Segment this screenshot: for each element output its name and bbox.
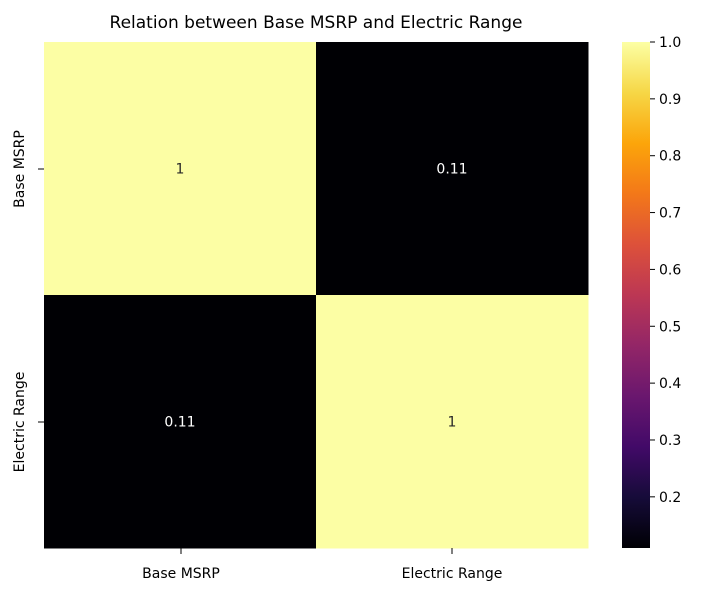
colorbar-tick-label-3: 0.7 [659,206,681,222]
x-axis: Base MSRP Electric Range [142,548,502,582]
heatmap-cells [44,42,589,549]
heatmap-cell-1-1 [316,295,589,549]
heatmap-annotation-0-0: 1 [176,162,185,178]
heatmap-annotation-1-1: 1 [448,415,457,431]
chart-title: Relation between Base MSRP and Electric … [110,13,523,33]
colorbar-tick-label-4: 0.6 [659,262,681,278]
y-tick-label-0: Base MSRP [12,130,28,208]
heatmap-annotation-1-0: 0.11 [164,415,195,431]
colorbar-tick-label-0: 1.0 [659,35,681,51]
heatmap-cell-1-0 [44,295,317,549]
colorbar-tick-label-8: 0.2 [659,490,681,506]
colorbar-tick-label-2: 0.8 [659,149,681,165]
y-tick-label-1: Electric Range [12,372,28,473]
x-tick-label-1: Electric Range [402,566,503,582]
y-axis: Base MSRP Electric Range [12,130,44,472]
colorbar-tick-label-5: 0.5 [659,319,681,335]
colorbar-ticks: 1.0 0.9 0.8 0.7 0.6 0.5 0.4 0.3 0.2 [650,35,681,506]
heatmap-cell-0-1 [316,42,589,296]
heatmap-cell-0-0 [44,42,317,296]
heatmap-annotation-0-1: 0.11 [436,162,467,178]
colorbar-tick-label-7: 0.3 [659,433,681,449]
colorbar-tick-label-6: 0.4 [659,376,681,392]
heatmap-annotations: 1 0.11 0.11 1 [164,162,467,431]
colorbar [622,42,650,548]
x-tick-label-0: Base MSRP [142,566,220,582]
colorbar-tick-label-1: 0.9 [659,92,681,108]
